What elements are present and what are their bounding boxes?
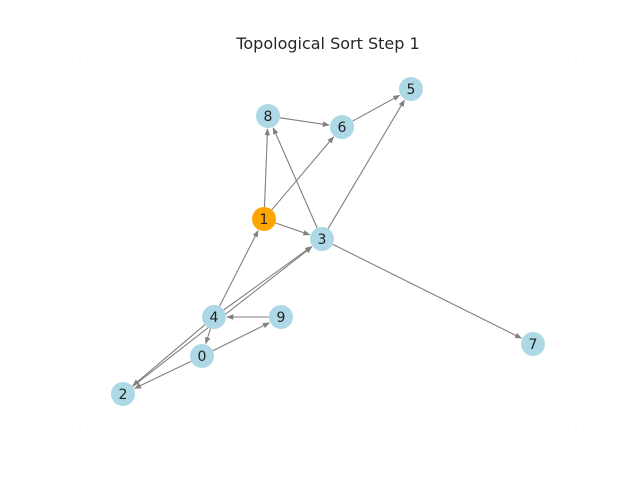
node-label-5: 5: [407, 82, 416, 98]
node-label-0: 0: [198, 349, 207, 365]
node-circle-7: [521, 332, 545, 356]
axes-corner-top-left: [79, 58, 81, 60]
node-label-2: 2: [119, 387, 128, 403]
node-5: 5: [399, 77, 423, 101]
node-circle-4: [202, 305, 226, 329]
node-label-4: 4: [210, 310, 219, 326]
node-circle-6: [330, 115, 354, 139]
node-label-9: 9: [277, 310, 286, 326]
figure-title: Topological Sort Step 1: [235, 34, 419, 53]
node-label-3: 3: [318, 232, 327, 248]
edge-8-to-6: [279, 117, 330, 127]
node-circle-8: [256, 104, 280, 128]
edge-3-to-5: [327, 99, 405, 229]
axes-corner-top-right: [575, 58, 577, 60]
node-1: 1: [252, 207, 276, 231]
node-circle-2: [111, 382, 135, 406]
edge-4-to-2: [132, 324, 206, 387]
node-label-7: 7: [529, 337, 538, 353]
edge-3-to-8: [272, 127, 318, 229]
node-circle-3: [310, 227, 334, 251]
axes-corner-bottom-left: [79, 426, 81, 428]
axes-corner-bottom-right: [575, 426, 577, 428]
node-3: 3: [310, 227, 334, 251]
node-6: 6: [330, 115, 354, 139]
node-2: 2: [111, 382, 135, 406]
node-label-8: 8: [264, 109, 273, 125]
edges-layer: [132, 94, 523, 389]
edge-1-to-3: [275, 222, 311, 236]
node-0: 0: [190, 344, 214, 368]
node-circle-1: [252, 207, 276, 231]
node-8: 8: [256, 104, 280, 128]
node-label-1: 1: [260, 212, 269, 228]
edge-4-to-3: [223, 246, 313, 311]
edge-1-to-8: [263, 128, 271, 208]
edge-3-to-7: [332, 243, 523, 339]
node-circle-5: [399, 77, 423, 101]
edge-0-to-2: [134, 360, 192, 389]
edge-4-to-0: [204, 328, 212, 345]
edge-4-to-1: [219, 229, 259, 307]
edge-0-to-9: [212, 322, 270, 352]
node-label-6: 6: [338, 120, 347, 136]
node-7: 7: [521, 332, 545, 356]
edge-6-to-5: [352, 94, 401, 122]
nodes-layer: 0 1 2 3 4 5 6 7 8 9: [111, 77, 545, 406]
edge-1-to-6: [271, 136, 335, 211]
node-9: 9: [269, 305, 293, 329]
node-circle-0: [190, 344, 214, 368]
node-4: 4: [202, 305, 226, 329]
node-circle-9: [269, 305, 293, 329]
